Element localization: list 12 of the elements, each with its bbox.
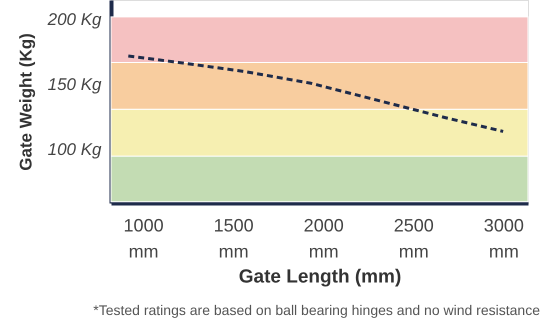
line-series xyxy=(126,54,505,133)
x-tick-label: 3000 mm xyxy=(484,216,524,262)
x-tick-label: 1500 mm xyxy=(214,216,254,262)
x-tick-label: 1000 mm xyxy=(124,216,164,262)
y-tick-label: 100 Kg xyxy=(48,140,102,160)
y-tick-label: 150 Kg xyxy=(48,75,102,94)
x-axis-title: Gate Length (mm) xyxy=(238,266,402,288)
y-tick-label: 200 Kg xyxy=(46,10,102,30)
x-tick-label: 2000 mm xyxy=(304,216,344,262)
x-tick-label: 2500 mm xyxy=(394,216,434,262)
y-axis-title: Gate Weight (Kg) xyxy=(16,33,36,171)
text: *Tested ratings are based on ball bearing hinges and no wind resistance xyxy=(93,302,540,318)
